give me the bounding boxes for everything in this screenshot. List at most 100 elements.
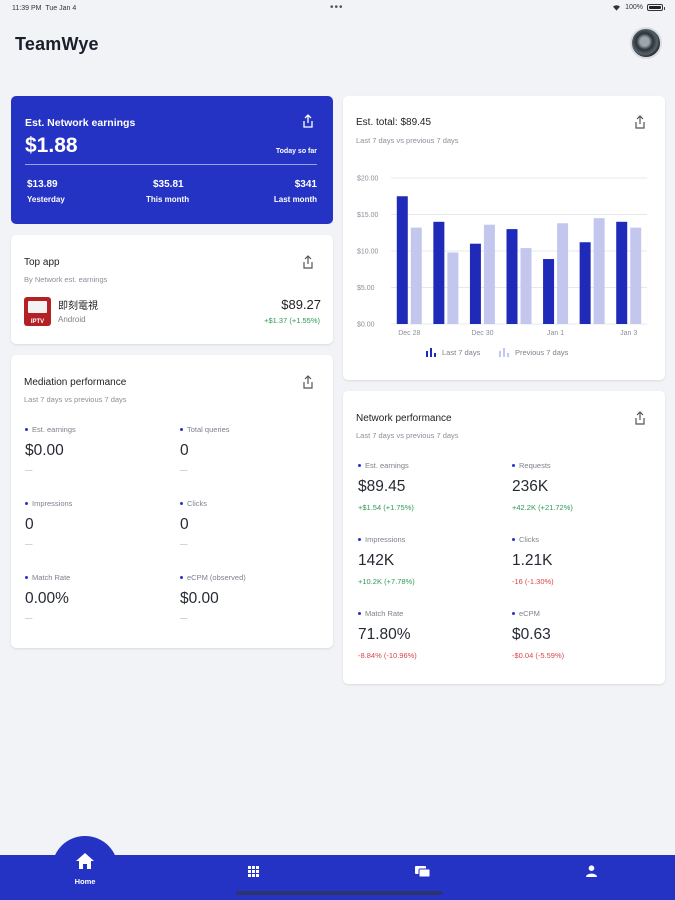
home-icon[interactable] <box>75 852 95 870</box>
metric-delta: +10.2K (+7.78%) <box>358 577 415 586</box>
earnings-bar-chart: $0.00 $5.00 $10.00 $15.00 $20.00 Dec 28 Dec 30… <box>357 176 647 337</box>
share-icon[interactable] <box>634 411 646 425</box>
bar-previous-7-days[interactable] <box>557 223 569 324</box>
mediation-card[interactable]: Mediation performance Last 7 days vs pre… <box>11 355 333 648</box>
bar-previous-7-days[interactable] <box>520 248 532 324</box>
network-title: Network performance <box>356 413 452 424</box>
account-icon[interactable] <box>586 865 597 877</box>
share-icon[interactable] <box>302 114 314 128</box>
top-app-title: Top app <box>24 257 60 268</box>
top-app-subtitle: By Network est. earnings <box>24 275 108 284</box>
metric-value: 142K <box>358 552 395 569</box>
earnings-label: Est. Network earnings <box>25 117 136 129</box>
metric-value: $89.45 <box>358 478 406 495</box>
x-tick-label: Dec 30 <box>471 330 493 337</box>
metric-label: Clicks <box>180 499 207 508</box>
legend-previous-7-days[interactable]: Previous 7 days <box>499 348 568 357</box>
share-icon[interactable] <box>302 255 314 269</box>
top-app-name: 即刻電視 <box>58 301 98 312</box>
multitask-dots-icon[interactable]: ••• <box>330 2 344 13</box>
x-tick-label: Jan 1 <box>547 330 564 337</box>
metric-value: $0.00 <box>25 442 64 459</box>
earnings-value: $1.88 <box>25 134 78 157</box>
home-indicator <box>236 891 442 895</box>
network-subtitle: Last 7 days vs previous 7 days <box>356 431 459 440</box>
stat-month-value: $35.81 <box>153 179 184 190</box>
bar-previous-7-days[interactable] <box>410 227 422 324</box>
metric-value: $0.00 <box>180 590 219 607</box>
avatar[interactable] <box>630 27 662 59</box>
y-tick-label: $0.00 <box>357 322 375 329</box>
earnings-card[interactable]: Est. Network earnings $1.88 Today so far… <box>11 96 333 224</box>
mediation-title: Mediation performance <box>24 377 127 388</box>
metric-label: Match Rate <box>358 609 403 618</box>
top-app-platform: Android <box>58 315 86 324</box>
metric-label: Total queries <box>180 425 230 434</box>
metric-value: 1.21K <box>512 552 553 569</box>
bar-last-7-days[interactable] <box>579 242 591 324</box>
y-tick-label: $10.00 <box>357 249 379 256</box>
battery-icon <box>647 4 665 11</box>
metric-delta: -$0.04 (-5.59%) <box>512 651 565 660</box>
bar-previous-7-days[interactable] <box>483 224 495 324</box>
metric-label: Impressions <box>25 499 72 508</box>
metric-value: 71.80% <box>358 626 411 643</box>
metric-delta: — <box>180 539 188 548</box>
bar-chart-icon <box>426 348 436 357</box>
est-total-title: Est. total: $89.45 <box>356 117 432 128</box>
mediation-subtitle: Last 7 days vs previous 7 days <box>24 395 127 404</box>
app-logo-icon: IPTV <box>24 297 51 326</box>
legend-last-7-days[interactable]: Last 7 days <box>426 348 480 357</box>
reports-icon[interactable] <box>415 866 430 877</box>
status-right: 100% <box>612 4 665 11</box>
metric-value: 0 <box>25 516 34 533</box>
share-icon[interactable] <box>302 375 314 389</box>
nav-home-label[interactable]: Home <box>74 877 96 886</box>
metric-delta: — <box>25 613 33 622</box>
metric-delta: — <box>25 465 33 474</box>
metric-delta: +42.2K (+21.72%) <box>512 503 573 512</box>
network-card[interactable]: Network performance Last 7 days vs previ… <box>343 391 665 684</box>
metric-delta: — <box>180 465 188 474</box>
metric-label: Est. earnings <box>358 461 409 470</box>
metric-label: Impressions <box>358 535 405 544</box>
stat-month-label: This month <box>146 195 190 204</box>
status-bar: 11:39 PM Tue Jan 4 ••• 100% <box>0 0 675 18</box>
top-app-card[interactable]: Top app By Network est. earnings IPTV 即刻… <box>11 235 333 344</box>
bar-last-7-days[interactable] <box>616 221 628 324</box>
stat-yesterday-value: $13.89 <box>27 179 58 190</box>
bar-chart-icon <box>499 348 509 357</box>
x-tick-label: Dec 28 <box>398 330 420 337</box>
x-tick-label: Jan 3 <box>620 330 637 337</box>
metric-value: $0.63 <box>512 626 551 643</box>
share-icon[interactable] <box>634 115 646 129</box>
bar-last-7-days[interactable] <box>469 243 481 324</box>
metric-label: Match Rate <box>25 573 70 582</box>
app-title: TeamWye <box>15 34 99 54</box>
metric-delta: -16 (-1.30%) <box>512 577 554 586</box>
est-total-card[interactable]: Est. total: $89.45 Last 7 days vs previo… <box>343 96 665 380</box>
metric-delta: -8.84% (-10.96%) <box>358 651 417 660</box>
stat-lastmonth-value: $341 <box>294 179 317 190</box>
earnings-today-label: Today so far <box>275 148 317 155</box>
y-tick-label: $20.00 <box>357 176 379 183</box>
bar-last-7-days[interactable] <box>506 229 518 324</box>
metric-value: 0 <box>180 442 189 459</box>
bar-previous-7-days[interactable] <box>630 227 642 324</box>
bar-last-7-days[interactable] <box>543 259 555 324</box>
top-app-delta: +$1.37 (+1.55%) <box>264 316 320 325</box>
metric-delta: — <box>25 539 33 548</box>
stat-lastmonth-label: Last month <box>273 195 317 204</box>
bar-previous-7-days[interactable] <box>593 218 605 324</box>
wifi-icon <box>613 5 621 11</box>
metric-label: Clicks <box>512 535 539 544</box>
apps-grid-icon[interactable] <box>248 866 259 877</box>
battery-percent: 100% <box>625 4 643 11</box>
y-tick-label: $5.00 <box>357 285 375 292</box>
metric-delta: +$1.54 (+1.75%) <box>358 503 414 512</box>
top-app-amount: $89.27 <box>281 297 321 312</box>
bar-last-7-days[interactable] <box>396 196 408 324</box>
bar-last-7-days[interactable] <box>433 221 445 324</box>
bar-previous-7-days[interactable] <box>447 252 459 324</box>
metric-delta: — <box>180 613 188 622</box>
